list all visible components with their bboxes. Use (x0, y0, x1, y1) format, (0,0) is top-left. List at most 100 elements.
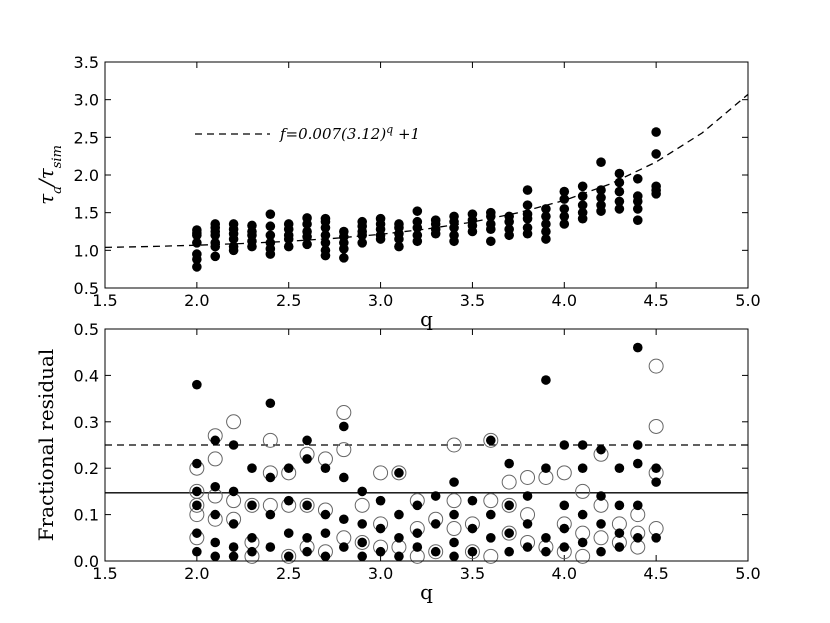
data-point (339, 472, 349, 483)
data-point (596, 491, 606, 501)
data-point (522, 519, 533, 529)
data-point (302, 546, 312, 557)
fit-curve (104, 93, 749, 249)
data-point (265, 509, 276, 520)
y-tick-label: 1.0 (74, 241, 99, 260)
x-tick-label: 5.0 (735, 291, 760, 310)
data-point (632, 196, 643, 207)
x-tick-label: 2.5 (276, 564, 301, 583)
data-point (504, 546, 514, 557)
data-point (577, 213, 588, 224)
data-point (632, 204, 643, 214)
data-point (449, 537, 459, 548)
y-tick-label: 0.1 (74, 506, 99, 525)
data-point (192, 230, 202, 241)
data-point (357, 238, 368, 248)
plot-frame (104, 61, 749, 289)
legend-label: f=0.007(3.12)q +1 (279, 123, 420, 144)
data-point (559, 211, 570, 222)
data-point (577, 191, 588, 201)
data-point (226, 414, 242, 430)
data-point (648, 358, 664, 374)
data-point (228, 519, 239, 529)
data-point (394, 468, 404, 478)
data-point (648, 418, 664, 434)
x-tick-label: 4.5 (643, 564, 668, 583)
data-point (632, 440, 643, 450)
data-point (577, 509, 588, 520)
data-point (394, 551, 404, 562)
data-point (486, 533, 496, 543)
y-tick-label: 0.0 (74, 552, 99, 571)
data-point (247, 500, 257, 511)
data-point (614, 204, 625, 214)
data-point (501, 474, 517, 490)
data-point (449, 222, 459, 233)
data-point (394, 509, 404, 520)
plot-frame (104, 328, 749, 562)
y-axis-label: τa/τsim (34, 145, 65, 205)
data-point (210, 551, 221, 562)
x-tick-label: 5.0 (735, 564, 760, 583)
legend-text: +1 (393, 125, 420, 143)
y-label-part: τ (34, 193, 58, 205)
data-point (302, 231, 312, 242)
y-tick-label: 3.5 (74, 53, 99, 72)
data-point (522, 491, 533, 501)
y-label-part: a (50, 186, 65, 194)
data-point (632, 458, 643, 469)
data-point (192, 546, 202, 557)
data-point (302, 239, 312, 250)
x-tick-label: 3.0 (368, 291, 393, 310)
data-point (486, 435, 496, 446)
data-point (192, 528, 202, 538)
data-point (283, 463, 294, 474)
data-point (651, 189, 661, 199)
data-point (244, 497, 260, 513)
data-point (192, 238, 202, 248)
data-point (357, 537, 368, 548)
data-point (302, 454, 312, 464)
data-point (320, 463, 331, 474)
data-point (559, 440, 570, 450)
data-point (247, 463, 257, 474)
data-point (541, 204, 551, 214)
data-point (632, 533, 643, 543)
data-point (336, 442, 352, 458)
data-point (632, 500, 643, 511)
data-point (262, 432, 278, 448)
data-point (339, 514, 349, 525)
data-point (504, 458, 514, 469)
data-point (339, 244, 349, 254)
y-tick-label: 0.5 (74, 320, 99, 339)
data-point (486, 236, 496, 247)
data-point (265, 221, 276, 232)
data-point (430, 546, 441, 557)
data-point (575, 548, 591, 564)
data-point (596, 444, 606, 455)
data-point (320, 551, 331, 562)
data-point (373, 465, 389, 481)
data-point (430, 491, 441, 501)
data-point (651, 463, 661, 474)
data-point (522, 213, 533, 224)
data-point (375, 546, 386, 557)
data-point (412, 528, 423, 538)
x-tick-label: 3.5 (460, 291, 485, 310)
x-tick-label: 1.5 (92, 564, 117, 583)
x-tick-label: 4.5 (643, 291, 668, 310)
data-point (467, 546, 478, 557)
data-point (596, 519, 606, 529)
data-point (283, 241, 294, 252)
data-point (394, 241, 404, 252)
data-point (651, 149, 661, 159)
data-point (391, 465, 407, 481)
data-point (522, 228, 533, 239)
data-point (228, 486, 239, 497)
data-point (467, 226, 478, 237)
data-point (559, 500, 570, 511)
data-point (541, 533, 551, 543)
x-tick-label: 3.0 (368, 564, 393, 583)
data-point (559, 194, 570, 204)
data-point (283, 551, 294, 562)
